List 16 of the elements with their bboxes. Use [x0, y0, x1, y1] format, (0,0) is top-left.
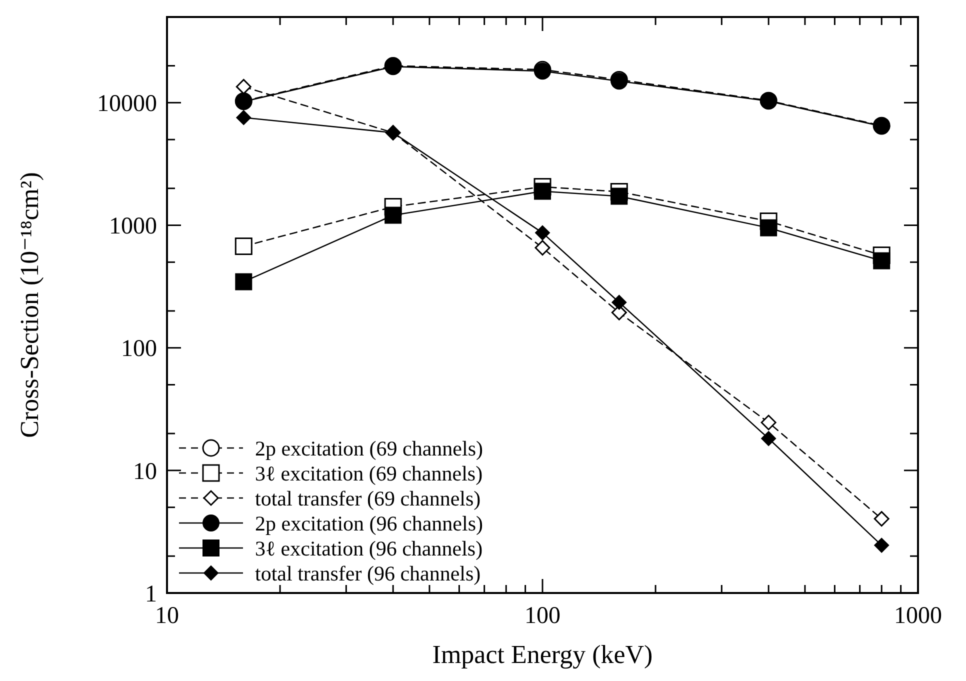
- x-axis-title: Impact Energy (keV): [432, 640, 653, 669]
- legend-label: 3ℓ excitation (69 channels): [255, 461, 483, 486]
- y-axis-title: Cross-Section (10⁻¹⁸cm²): [15, 172, 44, 438]
- legend-label: total transfer (96 channels): [255, 561, 481, 586]
- y-tick-label: 1: [145, 581, 157, 608]
- legend-label: total transfer (69 channels): [255, 486, 481, 510]
- x-tick-label: 10: [155, 603, 179, 629]
- x-tick-label: 100: [524, 603, 560, 629]
- y-tick-label: 10: [133, 458, 157, 485]
- legend-label: 3ℓ excitation (96 channels): [255, 536, 483, 560]
- legend-label: 2p excitation (69 channels): [255, 436, 484, 460]
- y-tick-label: 100: [121, 336, 157, 362]
- y-tick-label: 1000: [109, 214, 157, 240]
- y-tick-label: 10000: [97, 91, 157, 118]
- x-tick-label: 1000: [894, 603, 942, 629]
- legend-label: 2p excitation (96 channels): [255, 511, 484, 536]
